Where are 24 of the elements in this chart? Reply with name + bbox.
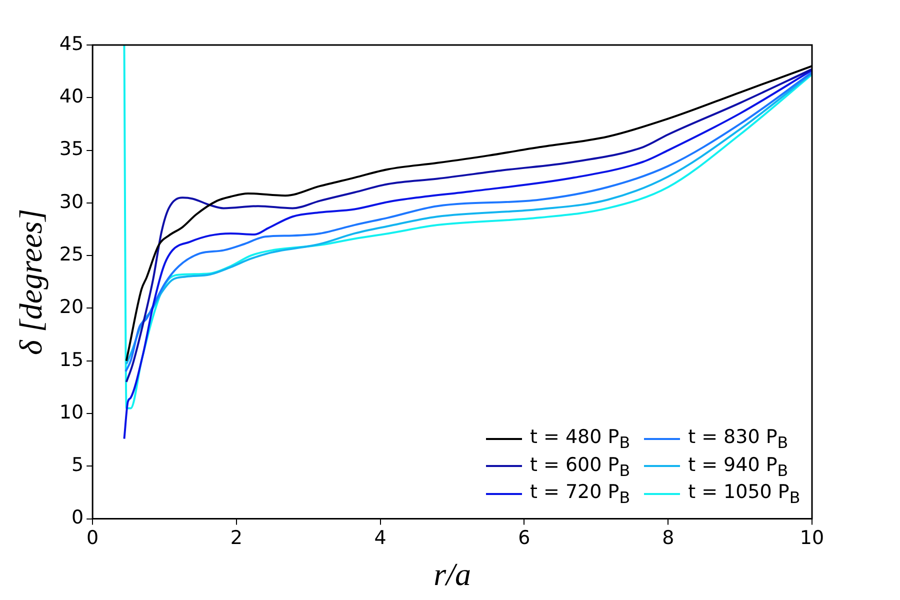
legend-label: t = 940 P$_{B}$ xyxy=(688,454,788,480)
y-axis-title: δ [degrees] xyxy=(12,208,49,355)
y-tick-label: 30 xyxy=(59,190,84,213)
x-tick-label: 10 xyxy=(800,527,824,550)
x-tick-label: 6 xyxy=(518,527,530,550)
x-axis-title: r/a xyxy=(434,556,471,592)
legend-label: t = 600 P$_{B}$ xyxy=(530,454,630,480)
y-tick-label: 40 xyxy=(59,86,84,108)
y-tick-label: 25 xyxy=(59,244,84,266)
y-tick-label: 35 xyxy=(59,138,84,160)
y-tick-label: 5 xyxy=(71,454,84,476)
legend-label: t = 1050 P$_{B}$ xyxy=(688,481,800,508)
y-tick-label: 20 xyxy=(59,296,84,318)
y-tick-label: 0 xyxy=(71,506,84,529)
y-tick-label: 10 xyxy=(59,401,84,424)
x-tick-label: 4 xyxy=(374,527,386,550)
legend-label: t = 830 P$_{B}$ xyxy=(688,426,788,452)
legend-label: t = 480 P$_{B}$ xyxy=(530,426,630,452)
y-tick-label: 45 xyxy=(59,32,84,55)
x-tick-label: 0 xyxy=(86,527,99,550)
y-tick-label: 15 xyxy=(59,348,84,371)
legend-label: t = 720 P$_{B}$ xyxy=(530,481,630,508)
x-tick-label: 8 xyxy=(662,527,674,550)
x-tick-label: 2 xyxy=(230,527,243,550)
